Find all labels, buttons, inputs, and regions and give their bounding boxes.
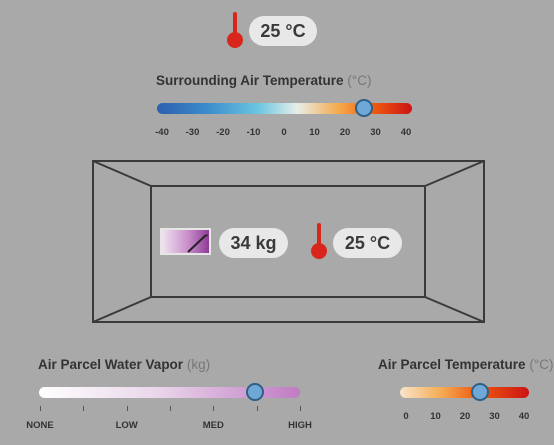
vapor-tick-label: LOW [115, 420, 138, 431]
surrounding-tick-label: -20 [216, 127, 230, 138]
parcel-tick-label: 30 [489, 411, 500, 422]
water-vapor-knob[interactable] [246, 383, 264, 401]
parcel-temperature-track[interactable] [400, 387, 529, 398]
surrounding-temperature-knob[interactable] [355, 99, 373, 117]
air-parcel-icon [160, 228, 211, 255]
surrounding-tick-label: -30 [185, 127, 200, 138]
surrounding-tick-label: 40 [400, 127, 412, 138]
box-thermometer-icon [311, 223, 327, 259]
water-vapor-track[interactable] [39, 387, 300, 398]
parcel-tick-label: 40 [518, 411, 530, 422]
vapor-tick-mark [170, 406, 171, 411]
parcel-temperature-knob[interactable] [471, 383, 489, 401]
vapor-tick-mark [256, 406, 258, 411]
vapor-tick-mark [213, 406, 215, 411]
surrounding-tick-label: 20 [339, 127, 351, 138]
vapor-tick-label: MED [202, 420, 224, 431]
air-parcel-mass-readout: 34 kg [219, 228, 288, 258]
parcel-temperature-title: Air Parcel Temperature (°C) [378, 357, 554, 372]
surrounding-tick-label: -10 [246, 127, 261, 138]
parcel-tick-label: 20 [459, 411, 471, 422]
surrounding-tick-label: -40 [155, 127, 169, 138]
surrounding-temperature-title: Surrounding Air Temperature (°C) [156, 73, 372, 88]
surrounding-tick-label: 30 [370, 127, 381, 138]
box-temperature-readout: 25 °C [333, 228, 402, 258]
surrounding-temperature-track[interactable] [157, 103, 412, 114]
parcel-tick-label: 10 [430, 411, 441, 422]
top-thermometer-icon [227, 12, 243, 48]
vapor-tick-mark [126, 406, 128, 411]
top-temperature-readout: 25 °C [249, 16, 317, 46]
water-vapor-title: Air Parcel Water Vapor (kg) [38, 357, 211, 372]
vapor-tick-label: HIGH [288, 420, 312, 431]
parcel-tick-label: 0 [403, 411, 409, 422]
vapor-tick-mark [40, 406, 41, 411]
surrounding-tick-label: 10 [309, 127, 320, 138]
vapor-tick-mark [83, 406, 85, 411]
surrounding-tick-label: 0 [281, 127, 287, 138]
vapor-tick-label: NONE [26, 420, 54, 431]
vapor-tick-mark [300, 406, 301, 411]
